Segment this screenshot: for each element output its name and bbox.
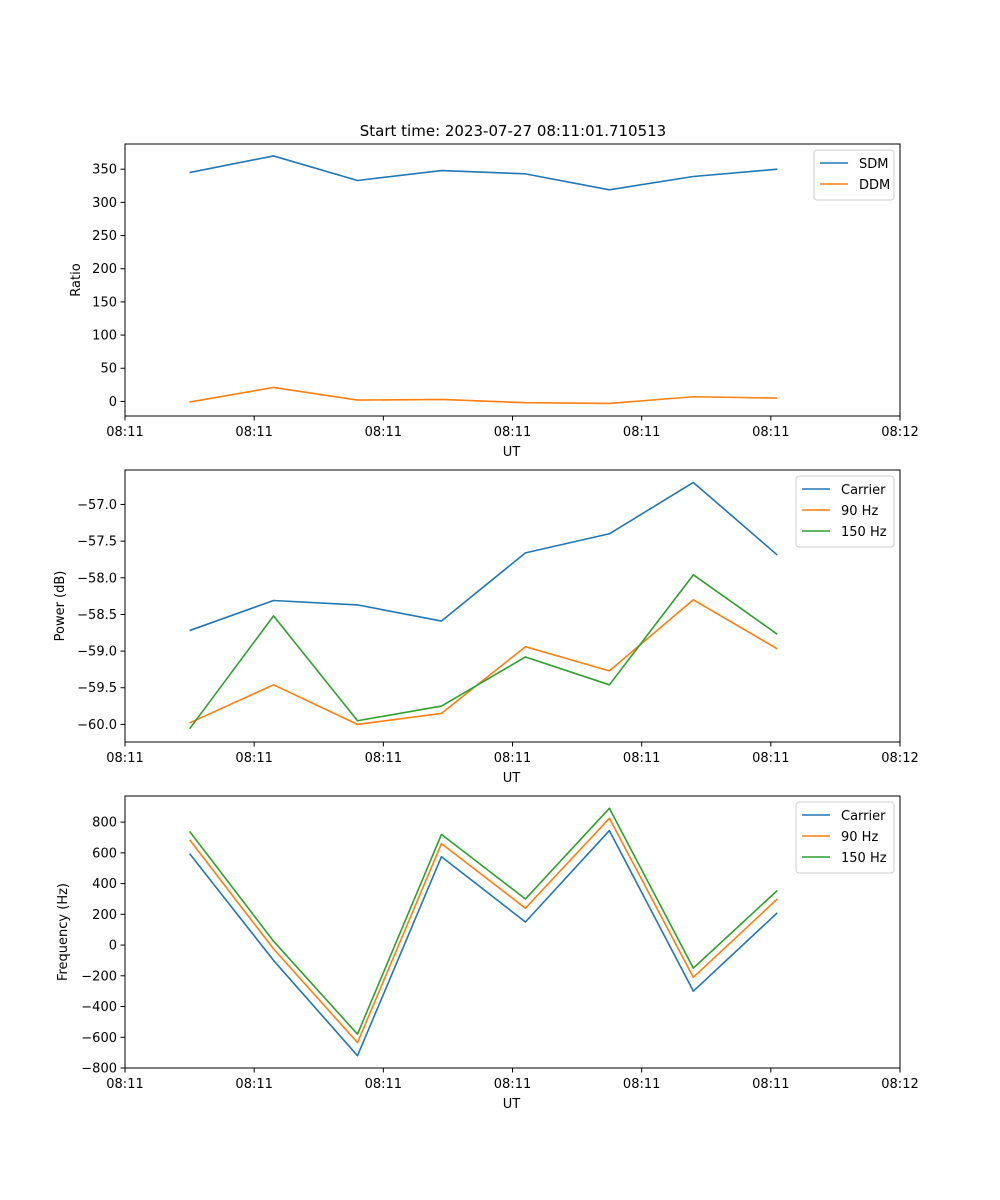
x-tick-label: 08:11	[752, 1077, 789, 1092]
axes-frame	[124, 143, 901, 417]
y-tick-label: 50	[100, 362, 117, 377]
x-tick-label: 08:11	[752, 425, 789, 440]
legend-box	[795, 475, 895, 548]
y-tick-label: 400	[92, 877, 117, 892]
series-line-carrier	[188, 829, 778, 1057]
legend-label: SDM	[859, 157, 888, 172]
x-tick-label: 08:11	[752, 751, 789, 766]
y-tick-label: −59.0	[77, 645, 117, 660]
y-tick-label: −200	[81, 969, 117, 984]
legend-label: Carrier	[841, 483, 886, 498]
x-tick-label: 08:11	[106, 425, 143, 440]
axes-frame	[124, 795, 901, 1069]
y-tick-label: −57.0	[77, 498, 117, 513]
legend-label: 90 Hz	[841, 830, 878, 845]
legend: SDM DDM	[813, 149, 895, 201]
series-line-150-hz	[188, 807, 778, 1035]
legend-box	[795, 801, 895, 874]
y-tick-label: 200	[92, 908, 117, 923]
x-axis-label: UT	[503, 771, 521, 786]
plots-container: 08:11 08:11 08:11 08:11 08:11 08:11 08:12 0 50 10…	[53, 143, 919, 1112]
x-tick-label: 08:11	[494, 425, 531, 440]
x-tick-label: 08:11	[235, 751, 272, 766]
legend-label: 150 Hz	[841, 851, 887, 866]
x-tick-label: 08:11	[106, 1077, 143, 1092]
series-line-sdm	[189, 155, 778, 191]
y-axis-label: Power (dB)	[53, 571, 68, 642]
y-tick-label: 100	[92, 329, 117, 344]
legend-label: Carrier	[841, 809, 886, 824]
y-tick-label: −59.5	[77, 681, 117, 696]
legend-label: DDM	[859, 178, 890, 193]
figure-title: Start time: 2023-07-27 08:11:01.710513	[360, 122, 666, 140]
series-line-ddm	[189, 386, 778, 405]
y-tick-label: 600	[92, 846, 117, 861]
y-axis-label: Ratio	[69, 263, 84, 296]
y-tick-label: −58.5	[77, 608, 117, 623]
legend-label: 90 Hz	[841, 504, 878, 519]
y-tick-label: 250	[92, 229, 117, 244]
chart-panel-1: 08:11 08:11 08:11 08:11 08:11 08:11 08:12 0 50 10…	[69, 143, 919, 460]
chart-panel-3: 08:11 08:11 08:11 08:11 08:11 08:11 08:12 −800 −…	[56, 795, 919, 1112]
x-tick-label: 08:11	[365, 751, 402, 766]
series-line-carrier	[189, 481, 778, 632]
x-tick-label: 08:12	[881, 425, 918, 440]
series-line-150-hz	[188, 574, 778, 730]
x-tick-label: 08:11	[494, 751, 531, 766]
y-tick-label: 300	[92, 196, 117, 211]
y-tick-label: −800	[81, 1062, 117, 1077]
y-axis-label: Frequency (Hz)	[56, 883, 71, 981]
x-tick-label: 08:11	[623, 751, 660, 766]
y-tick-label: −600	[81, 1031, 117, 1046]
x-tick-label: 08:11	[494, 1077, 531, 1092]
y-tick-label: 200	[92, 262, 117, 277]
x-tick-label: 08:11	[235, 1077, 272, 1092]
chart-panel-2: 08:11 08:11 08:11 08:11 08:11 08:11 08:12 −60.0…	[53, 469, 919, 786]
series-line-90-hz	[188, 817, 778, 1044]
x-axis-label: UT	[503, 445, 521, 460]
x-tick-label: 08:11	[623, 1077, 660, 1092]
series-line-90-hz	[189, 598, 778, 726]
x-axis-label: UT	[503, 1097, 521, 1112]
y-tick-label: 150	[92, 295, 117, 310]
x-tick-label: 08:11	[235, 425, 272, 440]
x-tick-label: 08:12	[881, 751, 918, 766]
y-tick-label: 0	[109, 939, 117, 954]
y-tick-label: −57.5	[77, 535, 117, 550]
y-tick-label: −58.0	[77, 571, 117, 586]
legend: Carrier 90 Hz 150 Hz	[795, 475, 895, 548]
x-tick-label: 08:12	[881, 1077, 918, 1092]
x-tick-label: 08:11	[365, 1077, 402, 1092]
legend-label: 150 Hz	[841, 525, 887, 540]
y-tick-label: 350	[92, 163, 117, 178]
x-tick-label: 08:11	[623, 425, 660, 440]
x-tick-label: 08:11	[106, 751, 143, 766]
x-tick-label: 08:11	[365, 425, 402, 440]
legend: Carrier 90 Hz 150 Hz	[795, 801, 895, 874]
y-tick-label: −400	[81, 1000, 117, 1015]
axes-frame	[124, 469, 901, 743]
y-tick-label: 0	[109, 395, 117, 410]
y-tick-label: −60.0	[77, 718, 117, 733]
y-tick-label: 800	[92, 816, 117, 831]
